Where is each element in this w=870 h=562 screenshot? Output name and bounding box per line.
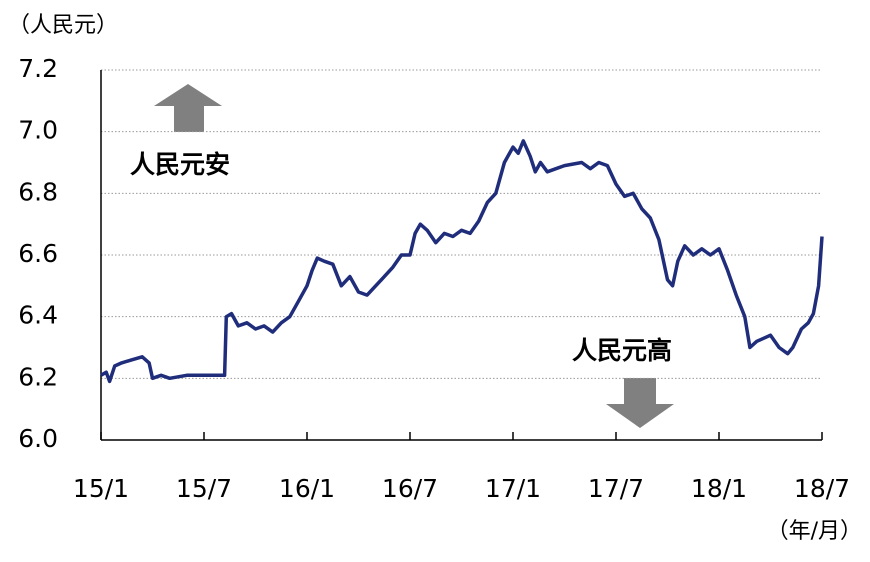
series-line — [100, 139, 824, 384]
x-tick-label: 17/1 — [485, 474, 541, 503]
y-tick-label: 6.8 — [18, 177, 58, 206]
annotation: 人民元高 — [572, 336, 672, 365]
x-tick-label: 18/1 — [691, 474, 747, 503]
y-tick-label: 6.4 — [18, 301, 58, 330]
y-tick-label: 6.2 — [18, 362, 58, 391]
x-tick-label: 16/1 — [279, 474, 335, 503]
y-tick-label: 6.6 — [18, 239, 58, 268]
annotation: 人民元安 — [130, 150, 230, 179]
x-tick-label: 18/7 — [794, 474, 850, 503]
y-tick-label: 7.2 — [18, 54, 58, 83]
up-arrow — [154, 84, 222, 132]
x-unit: （年/月） — [767, 519, 862, 544]
x-tick-label: 15/1 — [73, 474, 129, 503]
y-tick-label: 6.0 — [18, 424, 58, 453]
y-unit: （人民元） — [8, 13, 118, 38]
down-arrow — [606, 378, 674, 428]
y-tick-label: 7.0 — [18, 116, 58, 145]
x-tick-label: 16/7 — [382, 474, 438, 503]
x-tick-label: 17/7 — [588, 474, 644, 503]
x-tick-label: 15/7 — [176, 474, 232, 503]
